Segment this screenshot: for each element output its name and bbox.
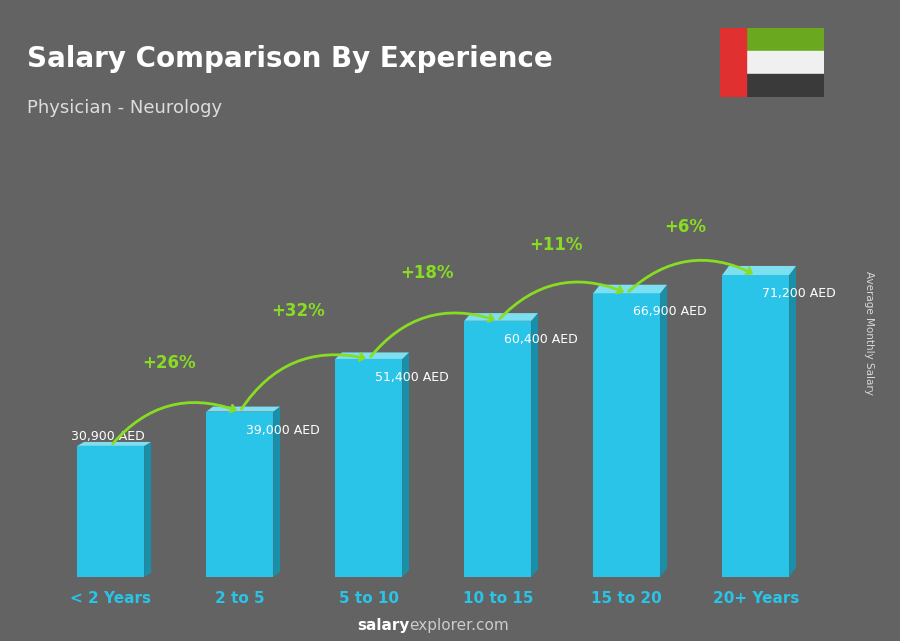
Text: Physician - Neurology: Physician - Neurology bbox=[27, 99, 222, 117]
Polygon shape bbox=[274, 406, 280, 577]
Polygon shape bbox=[336, 359, 402, 577]
Polygon shape bbox=[464, 320, 531, 577]
Polygon shape bbox=[77, 442, 151, 446]
Bar bbox=[720, 28, 746, 97]
Polygon shape bbox=[144, 442, 151, 577]
Text: 71,200 AED: 71,200 AED bbox=[762, 287, 836, 300]
Bar bbox=[720, 28, 824, 51]
Text: 30,900 AED: 30,900 AED bbox=[71, 430, 145, 443]
Polygon shape bbox=[206, 412, 274, 577]
Text: +6%: +6% bbox=[664, 218, 706, 236]
Text: 66,900 AED: 66,900 AED bbox=[634, 305, 706, 319]
Text: +26%: +26% bbox=[142, 354, 195, 372]
Text: explorer.com: explorer.com bbox=[410, 618, 509, 633]
Polygon shape bbox=[77, 446, 144, 577]
Text: Salary Comparison By Experience: Salary Comparison By Experience bbox=[27, 45, 553, 73]
Polygon shape bbox=[402, 353, 409, 577]
Bar bbox=[720, 74, 824, 97]
Polygon shape bbox=[336, 353, 409, 359]
Text: salary: salary bbox=[357, 618, 410, 633]
Polygon shape bbox=[593, 293, 661, 577]
Text: +32%: +32% bbox=[271, 302, 325, 320]
Polygon shape bbox=[464, 313, 538, 320]
Polygon shape bbox=[531, 313, 538, 577]
Text: +11%: +11% bbox=[529, 236, 582, 254]
Text: Average Monthly Salary: Average Monthly Salary bbox=[863, 271, 874, 395]
Polygon shape bbox=[789, 266, 796, 577]
Polygon shape bbox=[593, 285, 667, 293]
Text: 60,400 AED: 60,400 AED bbox=[504, 333, 578, 346]
Bar bbox=[720, 51, 824, 74]
Polygon shape bbox=[661, 285, 667, 577]
Text: 51,400 AED: 51,400 AED bbox=[375, 371, 449, 384]
Polygon shape bbox=[722, 275, 789, 577]
Polygon shape bbox=[722, 266, 796, 275]
Text: 39,000 AED: 39,000 AED bbox=[247, 424, 320, 437]
Polygon shape bbox=[206, 406, 280, 412]
Text: +18%: +18% bbox=[400, 263, 454, 281]
